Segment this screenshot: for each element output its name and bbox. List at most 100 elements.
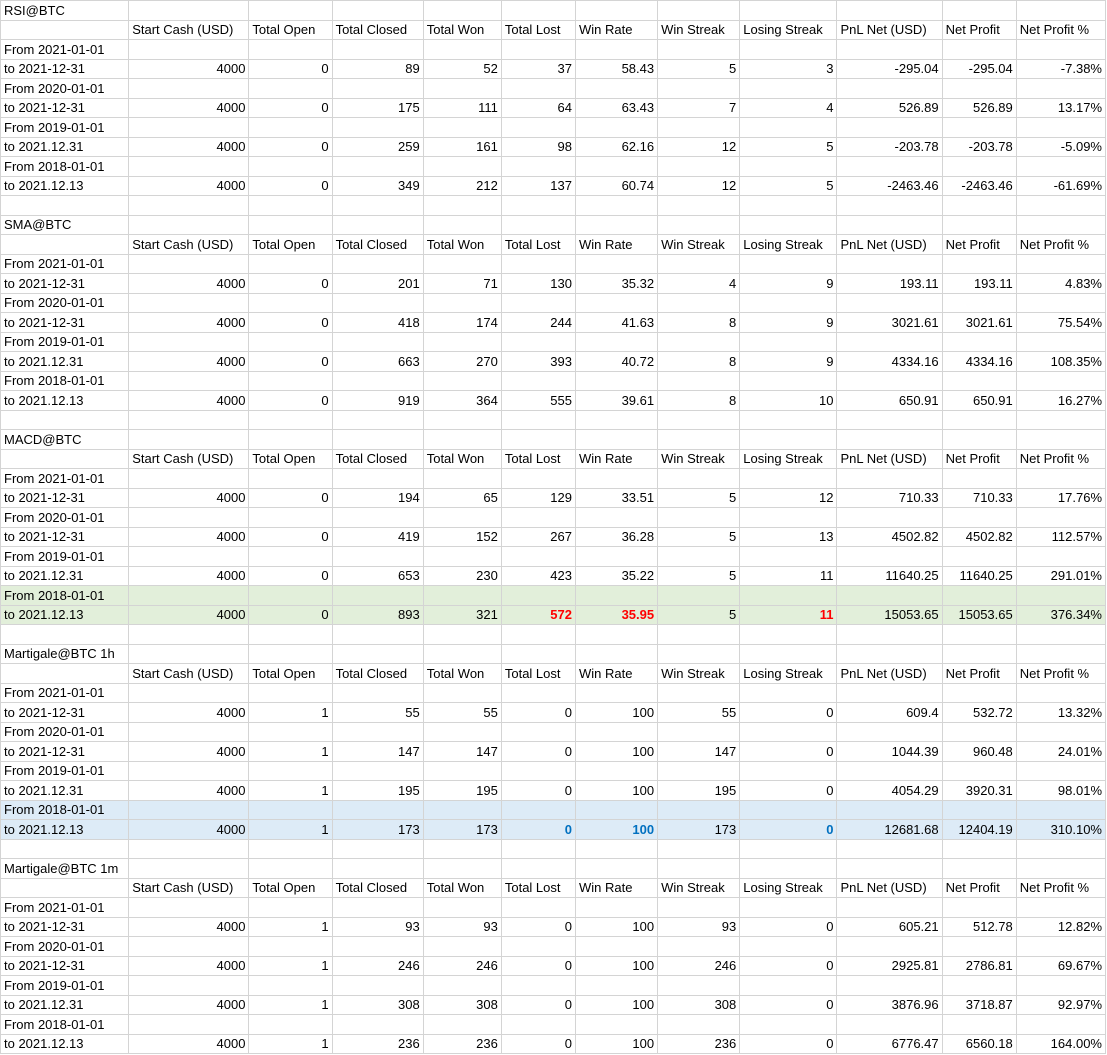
empty-cell[interactable]	[941, 897, 1017, 918]
empty-cell[interactable]	[574, 507, 659, 528]
empty-cell[interactable]	[331, 975, 424, 996]
period-to-label[interactable]: to 2021-12-31	[0, 97, 130, 118]
empty-cell[interactable]	[248, 975, 333, 996]
empty-cell[interactable]	[500, 0, 576, 21]
empty-cell[interactable]	[422, 117, 502, 138]
empty-cell[interactable]	[941, 760, 1017, 781]
empty-cell[interactable]	[836, 507, 943, 528]
value-cell[interactable]: 98	[500, 136, 576, 157]
empty-cell[interactable]	[836, 195, 943, 216]
empty-cell[interactable]	[248, 117, 333, 138]
empty-cell[interactable]	[1015, 214, 1107, 235]
empty-cell[interactable]	[500, 214, 576, 235]
value-cell[interactable]: 193.11	[941, 273, 1017, 294]
value-cell[interactable]: 710.33	[941, 487, 1017, 508]
empty-cell[interactable]	[1015, 117, 1107, 138]
empty-cell[interactable]	[128, 429, 250, 450]
column-header[interactable]: Net Profit %	[1015, 663, 1107, 684]
empty-cell[interactable]	[1015, 468, 1107, 489]
column-header[interactable]: Total Closed	[331, 663, 424, 684]
empty-cell[interactable]	[836, 936, 943, 957]
empty-cell[interactable]	[739, 838, 838, 859]
empty-cell[interactable]	[500, 585, 576, 606]
empty-cell[interactable]	[500, 838, 576, 859]
value-cell[interactable]: 308	[331, 994, 424, 1015]
value-cell[interactable]: 0	[248, 390, 333, 411]
empty-cell[interactable]	[941, 975, 1017, 996]
value-cell[interactable]: -295.04	[836, 58, 943, 79]
value-cell[interactable]: 60.74	[574, 175, 659, 196]
empty-cell[interactable]	[422, 507, 502, 528]
column-header[interactable]: Total Won	[422, 663, 502, 684]
value-cell[interactable]: 609.4	[836, 702, 943, 723]
value-cell[interactable]: 89	[331, 58, 424, 79]
value-cell[interactable]: 195	[657, 780, 741, 801]
column-header[interactable]: Total Open	[248, 663, 333, 684]
empty-cell[interactable]	[836, 409, 943, 430]
empty-cell[interactable]	[574, 370, 659, 391]
section-title[interactable]: Martigale@BTC 1m	[0, 858, 130, 879]
empty-cell[interactable]	[500, 682, 576, 703]
empty-cell[interactable]	[836, 253, 943, 274]
empty-cell[interactable]	[248, 195, 333, 216]
empty-cell[interactable]	[739, 156, 838, 177]
column-header[interactable]: Total Closed	[331, 448, 424, 469]
value-cell[interactable]: 4000	[128, 390, 250, 411]
empty-cell[interactable]	[128, 682, 250, 703]
empty-cell[interactable]	[128, 858, 250, 879]
empty-cell[interactable]	[1015, 507, 1107, 528]
empty-cell[interactable]	[941, 838, 1017, 859]
empty-cell[interactable]	[422, 1014, 502, 1035]
value-cell[interactable]: 9	[739, 273, 838, 294]
empty-cell[interactable]	[574, 195, 659, 216]
value-cell[interactable]: 270	[422, 351, 502, 372]
empty-cell[interactable]	[657, 429, 741, 450]
empty-cell[interactable]	[500, 643, 576, 664]
empty-cell[interactable]	[574, 253, 659, 274]
value-cell[interactable]: 5	[657, 58, 741, 79]
period-to-label[interactable]: to 2021.12.13	[0, 604, 130, 625]
empty-cell[interactable]	[500, 624, 576, 645]
empty-cell[interactable]	[248, 468, 333, 489]
column-header[interactable]: Total Won	[422, 877, 502, 898]
empty-cell[interactable]	[422, 682, 502, 703]
empty-cell[interactable]	[941, 78, 1017, 99]
empty-cell[interactable]	[331, 78, 424, 99]
value-cell[interactable]: 201	[331, 273, 424, 294]
value-cell[interactable]: 55	[422, 702, 502, 723]
empty-cell[interactable]	[331, 292, 424, 313]
empty-cell[interactable]	[500, 409, 576, 430]
empty-cell[interactable]	[836, 39, 943, 60]
value-cell[interactable]: 4000	[128, 175, 250, 196]
empty-cell[interactable]	[422, 897, 502, 918]
empty-cell[interactable]	[1015, 643, 1107, 664]
value-cell[interactable]: 4000	[128, 136, 250, 157]
value-cell[interactable]: 11	[739, 565, 838, 586]
column-header[interactable]: Total Closed	[331, 877, 424, 898]
empty-cell[interactable]	[248, 1014, 333, 1035]
empty-cell[interactable]	[657, 409, 741, 430]
value-cell[interactable]: -7.38%	[1015, 58, 1107, 79]
value-cell[interactable]: 236	[331, 1033, 424, 1054]
value-cell[interactable]: 4502.82	[941, 526, 1017, 547]
value-cell[interactable]: 0	[248, 526, 333, 547]
value-cell[interactable]: 164.00%	[1015, 1033, 1107, 1054]
value-cell[interactable]: 555	[500, 390, 576, 411]
empty-cell[interactable]	[836, 214, 943, 235]
empty-cell[interactable]	[500, 897, 576, 918]
empty-cell[interactable]	[422, 409, 502, 430]
empty-cell[interactable]	[248, 858, 333, 879]
empty-cell[interactable]	[941, 39, 1017, 60]
period-from-label[interactable]: From 2021-01-01	[0, 682, 130, 703]
empty-cell[interactable]	[0, 663, 130, 684]
value-cell[interactable]: 8	[657, 390, 741, 411]
empty-cell[interactable]	[0, 448, 130, 469]
empty-cell[interactable]	[574, 156, 659, 177]
empty-cell[interactable]	[836, 331, 943, 352]
empty-cell[interactable]	[941, 429, 1017, 450]
period-from-label[interactable]: From 2019-01-01	[0, 546, 130, 567]
period-to-label[interactable]: to 2021.12.31	[0, 351, 130, 372]
value-cell[interactable]: 653	[331, 565, 424, 586]
value-cell[interactable]: 13.17%	[1015, 97, 1107, 118]
empty-cell[interactable]	[1015, 838, 1107, 859]
